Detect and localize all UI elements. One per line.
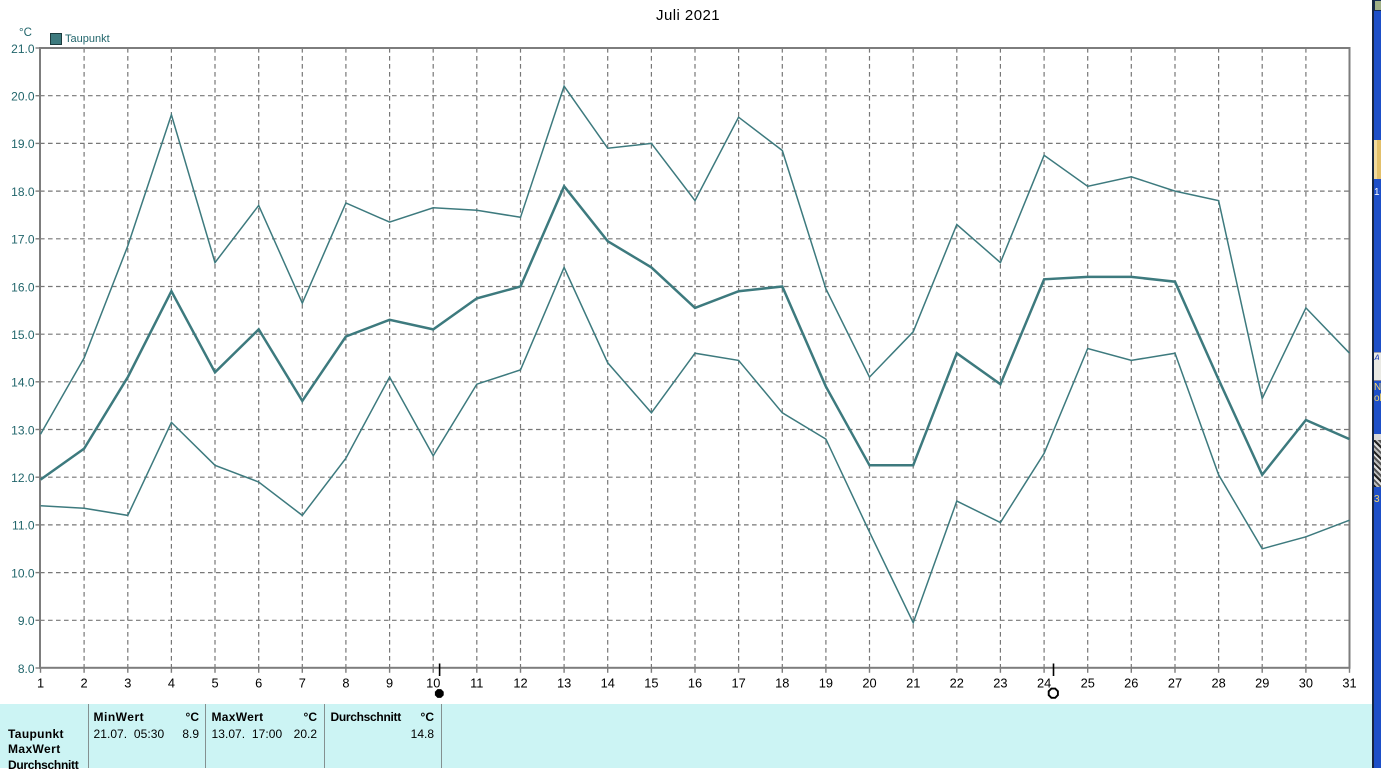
svg-text:15: 15 [644,675,658,690]
svg-text:19.0: 19.0 [11,137,35,151]
svg-text:3: 3 [124,675,131,690]
svg-text:4: 4 [168,675,175,690]
svg-text:29: 29 [1255,675,1269,690]
svg-text:24: 24 [1037,675,1051,690]
svg-text:8.0: 8.0 [18,662,35,676]
svg-text:23: 23 [993,675,1007,690]
svg-text:8: 8 [342,675,349,690]
svg-text:7: 7 [299,675,306,690]
svg-text:18: 18 [775,675,789,690]
svg-text:14.0: 14.0 [11,376,35,390]
svg-text:6: 6 [255,675,262,690]
svg-text:20.0: 20.0 [11,90,35,104]
svg-text:9: 9 [386,675,393,690]
svg-text:21: 21 [906,675,920,690]
svg-text:16: 16 [688,675,702,690]
svg-text:19: 19 [819,675,833,690]
svg-text:25: 25 [1081,675,1095,690]
svg-text:17: 17 [731,675,745,690]
svg-text:11: 11 [470,675,483,690]
svg-text:27: 27 [1168,675,1182,690]
svg-text:16.0: 16.0 [11,280,35,294]
svg-text:10.0: 10.0 [11,566,35,580]
svg-text:13.0: 13.0 [11,423,35,437]
svg-text:2: 2 [81,675,88,690]
svg-text:30: 30 [1299,675,1313,690]
svg-text:22: 22 [950,675,964,690]
svg-text:12: 12 [513,675,527,690]
svg-text:11.0: 11.0 [12,519,35,533]
svg-text:31: 31 [1342,675,1356,690]
svg-text:9.0: 9.0 [18,614,35,628]
svg-text:28: 28 [1211,675,1225,690]
svg-text:12.0: 12.0 [11,471,35,485]
svg-text:10: 10 [426,675,440,690]
svg-text:15.0: 15.0 [11,328,35,342]
svg-text:18.0: 18.0 [11,185,35,199]
svg-text:20: 20 [862,675,876,690]
svg-text:1: 1 [37,675,44,690]
svg-text:14: 14 [601,675,615,690]
svg-text:13: 13 [557,675,571,690]
svg-text:21.0: 21.0 [11,42,35,56]
svg-text:26: 26 [1124,675,1138,690]
svg-text:5: 5 [211,675,218,690]
svg-text:17.0: 17.0 [11,233,35,247]
